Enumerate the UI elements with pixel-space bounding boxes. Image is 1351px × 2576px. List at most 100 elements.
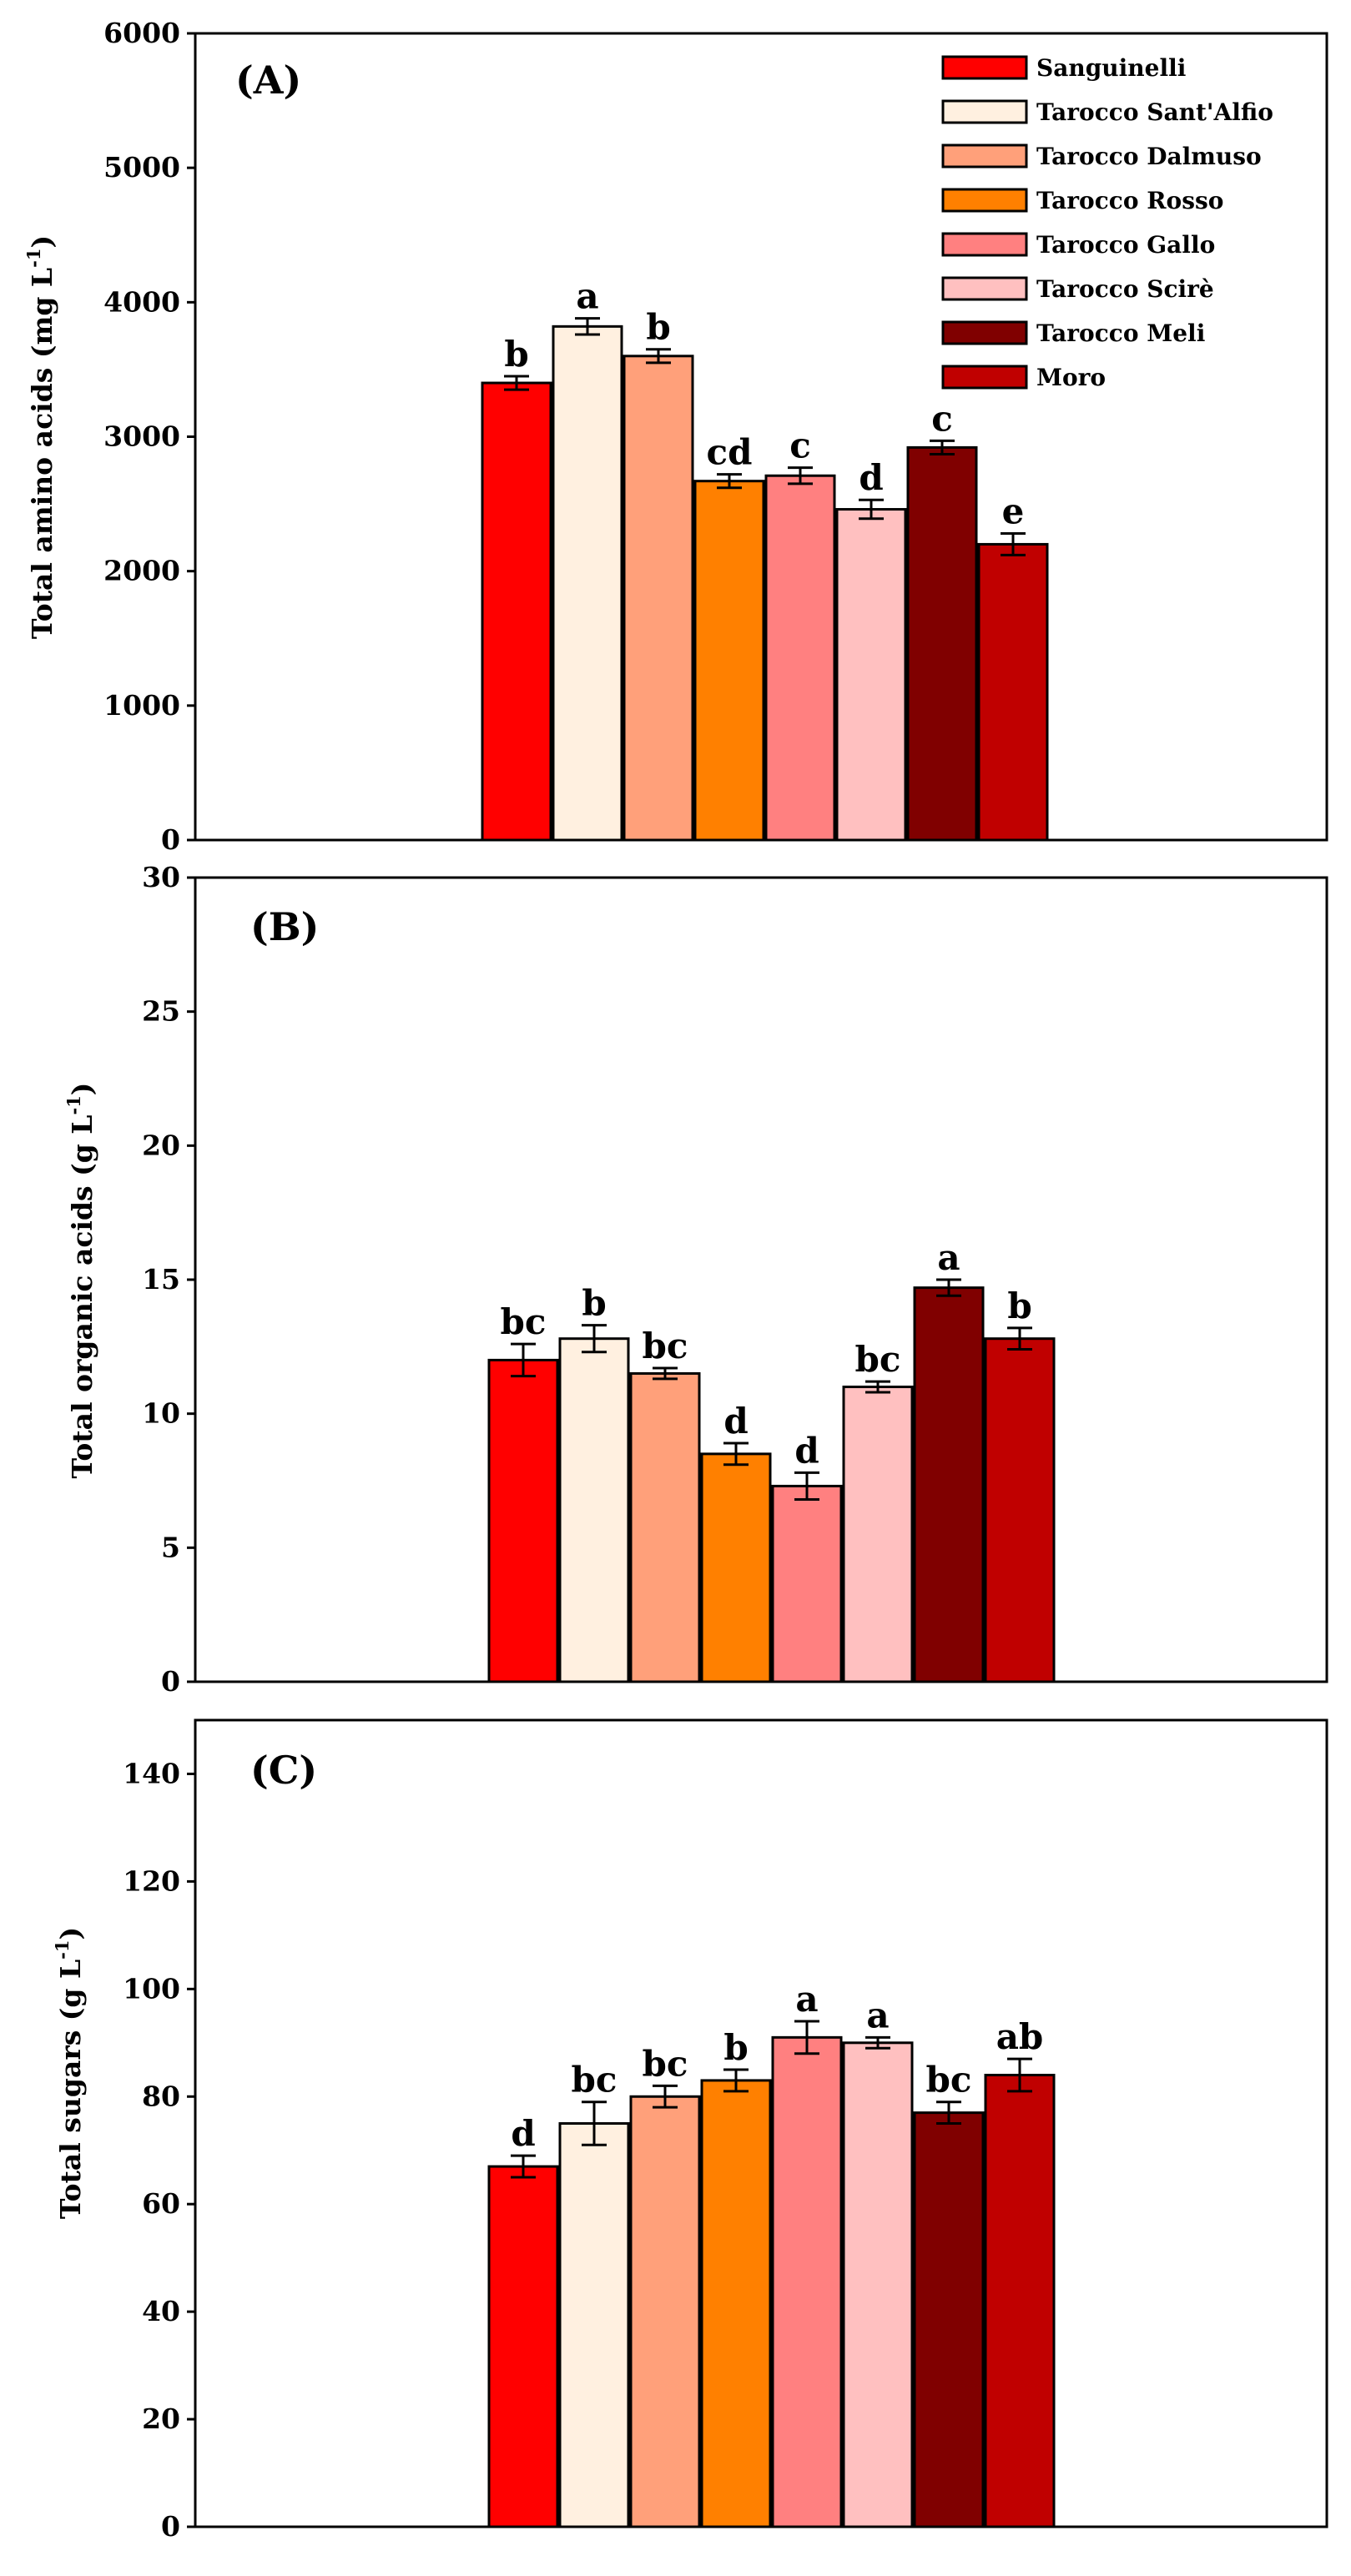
y-tick-label: 10 [142,1397,180,1430]
y-ticks-c: 0 20 40 60 80 100 120 140 [123,1757,195,2543]
error-bars-b [511,1278,1032,1501]
bar-tarocco-rosso [700,2079,772,2528]
bar-tarocco-rosso [693,480,765,842]
error-bar-tarocco-rosso [717,473,742,490]
y-tick-label: 5 [161,1531,180,1563]
significance-letter-tarocco-rosso: cd [707,432,753,473]
legend-swatch [941,232,1028,257]
bar-tarocco-meli [913,1286,985,1683]
y-tick-label: 0 [161,823,180,856]
error-bar-tarocco-dalmuso [653,2084,678,2109]
legend: Sanguinelli Tarocco Sant'Alfio Tarocco Dal… [941,54,1273,391]
error-bar-tarocco-meli [930,439,955,455]
y-tick-label: 0 [161,1665,180,1698]
panel-c: (C) Total sugars (g L-1) 0 20 40 60 80 100 120… [52,1718,1328,2543]
legend-swatch [941,365,1028,390]
significance-letter-moro: b [1007,1285,1031,1326]
panel-a: (A) Total amino acids (mg L-1) 0 1000 2000… [23,17,1328,856]
significance-letter-tarocco-dalmuso: bc [643,1326,688,1366]
error-bar-tarocco-rosso [723,1441,749,1467]
y-ticks-b: 0 5 10 15 20 25 30 [142,861,195,1698]
bar-tarocco-scire [835,508,907,842]
y-tick-label: 25 [142,995,180,1028]
error-bar-tarocco-rosso [723,2068,749,2093]
significance-letter-tarocco-meli: c [931,398,953,439]
legend-label: Moro [1036,364,1106,391]
y-axis-label-c: Total sugars (g L-1) [52,1927,87,2219]
y-tick-label: 0 [161,2510,180,2543]
bar-tarocco-dalmuso [623,355,694,842]
bar-moro [984,1337,1056,1683]
legend-item-tarocco-dalmuso: Tarocco Dalmuso [941,143,1262,170]
error-bar-tarocco-scire [865,1380,890,1394]
bar-tarocco-sant-alfio [552,325,623,842]
y-tick-label: 20 [142,2402,180,2435]
y-tick-label: 60 [142,2187,180,2220]
error-bar-tarocco-gallo [794,2020,819,2055]
error-bar-tarocco-scire [859,498,884,521]
bar-moro [984,2073,1056,2528]
legend-label: Tarocco Scirè [1036,275,1214,303]
significance-letter-sanguinelli: b [504,334,528,375]
error-bar-tarocco-sant-alfio [575,317,600,336]
bars-a [481,325,1049,842]
significance-letter-moro: ab [996,2016,1044,2057]
legend-label: Tarocco Rosso [1036,187,1223,214]
y-tick-label: 15 [142,1263,180,1296]
bar-tarocco-dalmuso [629,2095,701,2528]
legend-label: Tarocco Meli [1036,319,1205,347]
legend-label: Sanguinelli [1036,54,1186,82]
y-axis-label-a: Total amino acids (mg L-1) [23,235,58,639]
y-tick-label: 5000 [103,151,180,184]
significance-letter-tarocco-sant-alfio: bc [572,2060,618,2101]
significance-letter-tarocco-meli: bc [926,2060,972,2101]
significance-letter-tarocco-rosso: b [723,2027,748,2068]
legend-item-tarocco-scire: Tarocco Scirè [941,275,1214,303]
legend-swatch [941,143,1028,169]
y-tick-label: 80 [142,2080,180,2112]
significance-letter-tarocco-dalmuso: b [646,307,670,348]
legend-swatch [941,276,1028,301]
y-tick-label: 1000 [103,689,180,722]
y-tick-label: 40 [142,2295,180,2327]
panel-b: (B) Total organic acids (g L-1) 0 5 10 15 20… [63,861,1328,1698]
error-bar-moro [1007,2057,1032,2093]
bar-moro [977,542,1049,842]
y-tick-label: 20 [142,1129,180,1161]
legend-swatch [941,188,1028,213]
legend-item-tarocco-rosso: Tarocco Rosso [941,187,1223,214]
legend-item-sanguinelli: Sanguinelli [941,54,1186,82]
bar-sanguinelli [487,1358,559,1683]
error-bar-tarocco-sant-alfio [582,1324,607,1354]
legend-label: Tarocco Gallo [1036,231,1215,259]
error-bar-moro [1001,532,1026,556]
bar-sanguinelli [481,381,552,842]
error-bar-tarocco-dalmuso [646,348,671,365]
legend-swatch [941,99,1028,124]
significance-letter-tarocco-meli: a [937,1237,960,1278]
panel-label-c: (C) [250,1748,317,1793]
panel-label-a: (A) [235,58,301,103]
bar-tarocco-scire [842,1386,914,1683]
bar-tarocco-rosso [700,1452,772,1683]
bar-tarocco-meli [913,2111,985,2528]
significance-letter-tarocco-gallo: a [795,1979,818,2020]
y-tick-label: 2000 [103,555,180,587]
y-axis-label-b: Total organic acids (g L-1) [63,1083,98,1479]
y-tick-label: 6000 [103,17,180,49]
significance-letter-tarocco-rosso: d [723,1401,748,1441]
legend-label: Tarocco Sant'Alfio [1036,98,1273,126]
significance-letter-moro: e [1002,491,1025,532]
significance-letter-tarocco-sant-alfio: b [582,1283,606,1324]
significance-letter-tarocco-scire: bc [855,1339,901,1380]
error-bar-tarocco-gallo [788,466,813,486]
significance-letter-tarocco-sant-alfio: a [576,276,598,317]
y-tick-label: 30 [142,861,180,893]
significance-letter-sanguinelli: bc [501,1301,547,1342]
significance-letter-tarocco-scire: a [866,1995,889,2035]
bar-tarocco-sant-alfio [558,1337,630,1683]
error-bar-tarocco-scire [865,2035,890,2050]
bars-b [487,1286,1056,1683]
